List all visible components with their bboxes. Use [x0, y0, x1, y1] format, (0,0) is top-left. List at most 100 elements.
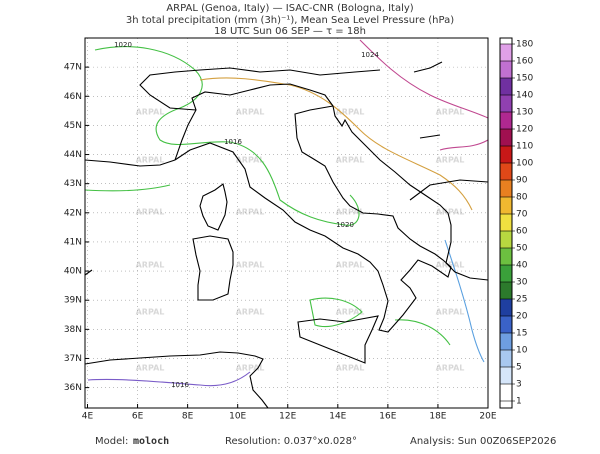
colorbar-swatch: [500, 180, 512, 197]
footer-model: moloch: [133, 436, 169, 447]
colorbar-label: 10: [516, 346, 528, 356]
x-tick-label: 4E: [82, 412, 94, 422]
colorbar-label: 40: [516, 261, 528, 271]
coastline: [332, 105, 489, 281]
coastline: [174, 105, 452, 333]
watermark: ARPAL: [136, 156, 165, 165]
colorbar-label: 120: [516, 125, 533, 135]
colorbar-swatch: [500, 248, 512, 265]
isobar: [444, 239, 485, 363]
watermark: ARPAL: [236, 156, 265, 165]
header-line: 18 UTC Sun 06 SEP — τ = 18h: [214, 26, 366, 37]
watermark: ARPAL: [336, 208, 365, 217]
watermark: ARPAL: [236, 108, 265, 117]
x-tick-label: 16E: [379, 412, 396, 422]
colorbar-swatch: [500, 95, 512, 112]
header-line: 3h total precipitation (mm (3h)⁻¹), Mean…: [126, 15, 454, 26]
colorbar-swatch: [500, 333, 512, 350]
watermark: ARPAL: [436, 261, 465, 270]
y-tick-label: 41N: [64, 237, 82, 247]
colorbar-swatch: [500, 61, 512, 78]
watermark: ARPAL: [436, 208, 465, 217]
footer-analysis: Analysis: Sun 00Z06SEP2026: [410, 436, 556, 447]
colorbar-swatch: [500, 299, 512, 316]
colorbar-label: 50: [516, 244, 528, 254]
x-tick-label: 8E: [182, 412, 194, 422]
y-tick-label: 38N: [64, 325, 82, 335]
x-tick-label: 18E: [429, 412, 446, 422]
watermark: ARPAL: [436, 108, 465, 117]
x-tick-label: 6E: [132, 412, 144, 422]
colorbar-label: 140: [516, 91, 533, 101]
colorbar-label: 15: [516, 329, 527, 339]
footer-resolution: Resolution: 0.037°x0.028°: [225, 436, 357, 447]
watermark: ARPAL: [136, 108, 165, 117]
y-tick-label: 39N: [64, 296, 82, 306]
coastline: [84, 61, 443, 276]
colorbar-swatch: [500, 44, 512, 61]
watermark: ARPAL: [436, 364, 465, 373]
watermark: ARPAL: [436, 156, 465, 165]
watermark: ARPAL: [136, 308, 165, 317]
africa-coast: [84, 351, 269, 409]
colorbar-label: 25: [516, 295, 527, 305]
colorbar-label: 110: [516, 142, 533, 152]
colorbar-label: 100: [516, 159, 533, 169]
x-tick-label: 12E: [279, 412, 296, 422]
corsica: [199, 183, 228, 231]
watermark: ARPAL: [236, 208, 265, 217]
colorbar-label: 3: [516, 380, 522, 390]
colorbar-swatch: [500, 316, 512, 333]
isobar: [199, 77, 473, 211]
colorbar-swatch: [500, 350, 512, 367]
watermark: ARPAL: [336, 156, 365, 165]
colorbar-label: 20: [516, 312, 528, 322]
colorbar-label: 5: [516, 363, 522, 373]
y-tick-label: 37N: [64, 354, 82, 364]
colorbar-label: 60: [516, 227, 528, 237]
y-tick-label: 40N: [64, 267, 82, 277]
colorbar-swatch: [500, 367, 512, 384]
isobar-label: 1016: [224, 138, 242, 146]
y-tick-label: 46N: [64, 92, 82, 102]
isobar-label: 1020: [336, 221, 354, 229]
colorbar-swatch: [500, 146, 512, 163]
y-tick-label: 45N: [64, 121, 82, 131]
x-tick-label: 10E: [229, 412, 246, 422]
colorbar-label: 70: [516, 210, 528, 220]
colorbar-swatch: [500, 129, 512, 146]
colorbar-label: 30: [516, 278, 528, 288]
y-tick-label: 43N: [64, 179, 82, 189]
header-line: ARPAL (Genoa, Italy) — ISAC-CNR (Bologna…: [166, 3, 413, 14]
watermark: ARPAL: [136, 261, 165, 270]
colorbar-swatch: [500, 384, 512, 401]
colorbar-label: 80: [516, 193, 528, 203]
colorbar-swatch: [500, 265, 512, 282]
isobar: [84, 46, 451, 346]
colorbar-swatch: [500, 197, 512, 214]
colorbar-outline: [499, 37, 513, 409]
watermark: ARPAL: [236, 261, 265, 270]
y-tick-label: 42N: [64, 208, 82, 218]
colorbar-label: 130: [516, 108, 533, 118]
colorbar-label: 90: [516, 176, 528, 186]
x-tick-label: 14E: [329, 412, 346, 422]
colorbar-label: 1: [516, 397, 522, 407]
colorbar-swatch: [500, 231, 512, 248]
watermark: ARPAL: [136, 208, 165, 217]
colorbar-swatch: [500, 78, 512, 95]
x-tick-label: 20E: [479, 412, 496, 422]
colorbar-label: 150: [516, 74, 533, 84]
isobar-label: 1020: [114, 41, 132, 49]
sardinia: [192, 235, 234, 301]
watermark: ARPAL: [336, 364, 365, 373]
y-tick-label: 36N: [64, 383, 82, 393]
sicily: [297, 315, 379, 364]
watermark: ARPAL: [336, 108, 365, 117]
isobar-label: 1024: [361, 51, 379, 59]
colorbar-swatch: [500, 112, 512, 129]
border: [139, 67, 489, 201]
y-tick-label: 47N: [64, 63, 82, 73]
watermark: ARPAL: [236, 364, 265, 373]
